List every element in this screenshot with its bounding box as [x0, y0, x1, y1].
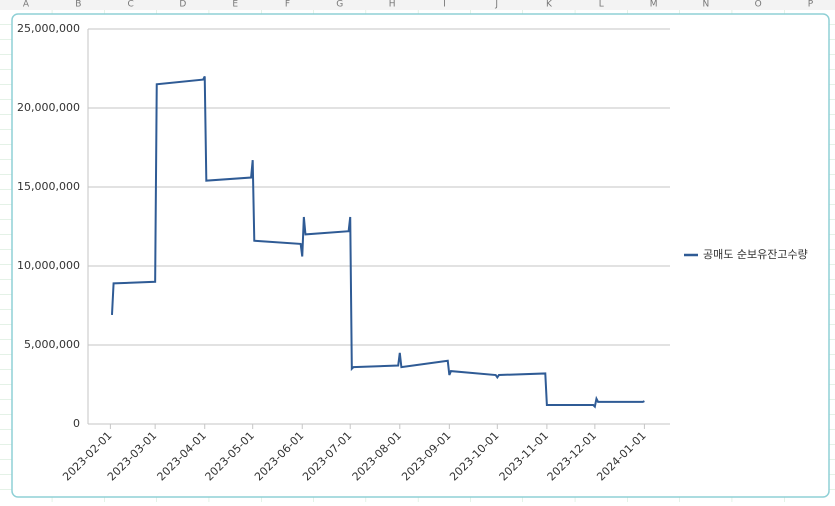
column-header: H [389, 0, 396, 10]
y-tick-label: 25,000,000 [17, 22, 80, 35]
y-tick-label: 20,000,000 [17, 101, 80, 114]
column-header: L [599, 0, 604, 10]
column-header: P [808, 0, 814, 10]
column-header: B [75, 0, 81, 10]
column-header: F [285, 0, 290, 10]
legend-label: 공매도 순보유잔고수량 [703, 248, 808, 261]
column-header: A [23, 0, 30, 10]
column-header-bar [0, 0, 835, 10]
column-header: O [755, 0, 762, 10]
column-header: C [127, 0, 133, 10]
column-header: D [179, 0, 186, 10]
column-header: I [443, 0, 446, 10]
column-header: E [232, 0, 238, 10]
column-header: G [336, 0, 343, 10]
data-line [110, 75, 645, 409]
column-header: M [650, 0, 658, 10]
y-tick-label: 15,000,000 [17, 180, 80, 193]
column-header: J [494, 0, 498, 10]
chart-frame [11, 13, 830, 498]
y-tick-label: 0 [73, 417, 80, 430]
column-header: K [546, 0, 553, 10]
y-tick-label: 10,000,000 [17, 259, 80, 272]
column-header: N [703, 0, 710, 10]
y-tick-label: 5,000,000 [24, 338, 80, 351]
